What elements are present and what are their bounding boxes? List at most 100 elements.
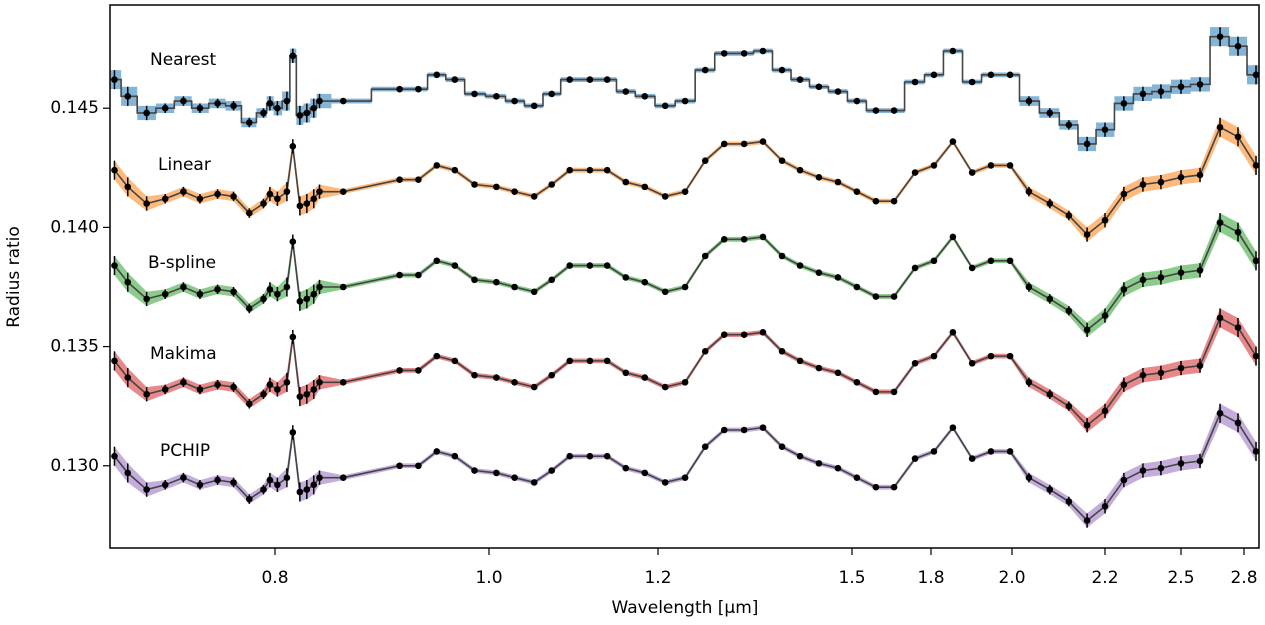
data-point (968, 264, 976, 272)
data-point (641, 278, 649, 286)
x-tick-label: 1.5 (838, 568, 865, 588)
series-label: Linear (158, 155, 211, 175)
data-point (930, 257, 938, 265)
data-point (339, 474, 347, 481)
data-point (289, 238, 297, 245)
data-point (641, 92, 649, 100)
data-point (1252, 257, 1260, 265)
data-point (566, 76, 574, 83)
data-point (230, 288, 237, 296)
data-point (853, 97, 861, 105)
data-point (853, 188, 861, 195)
data-point (968, 455, 976, 462)
data-point (471, 371, 478, 379)
data-point (815, 269, 823, 276)
data-point (968, 169, 976, 176)
series-label: B-spline (148, 253, 216, 273)
data-point (283, 283, 291, 291)
data-point (274, 290, 281, 298)
data-point (260, 390, 267, 398)
data-point (111, 262, 118, 269)
data-point (316, 474, 323, 481)
data-point (661, 102, 669, 110)
data-point (853, 474, 861, 481)
data-point (759, 47, 767, 55)
data-point (1234, 42, 1242, 50)
data-point (274, 481, 281, 489)
data-point (603, 452, 611, 460)
data-point (968, 359, 976, 367)
data-point (872, 293, 880, 300)
x-tick-label: 2.5 (1167, 568, 1194, 588)
data-point (471, 181, 478, 188)
data-point (622, 369, 630, 377)
data-point (661, 288, 669, 296)
data-point (289, 52, 297, 60)
data-point (1252, 448, 1260, 455)
data-point (1046, 390, 1054, 398)
data-point (759, 424, 767, 431)
data-point (815, 460, 823, 467)
data-point (681, 283, 689, 291)
x-tick-label: 2.2 (1091, 568, 1118, 588)
data-point (778, 157, 786, 164)
data-point (433, 448, 441, 455)
data-point (214, 100, 221, 107)
data-point (1065, 498, 1073, 505)
data-point (161, 290, 169, 298)
data-point (796, 166, 804, 174)
data-point (853, 379, 861, 386)
data-point (1196, 171, 1204, 179)
data-point (872, 388, 880, 396)
plot-frame (109, 4, 1260, 549)
data-point (214, 190, 221, 198)
data-point (1216, 219, 1224, 226)
data-point (396, 271, 403, 279)
data-point (511, 188, 518, 195)
data-point (548, 90, 556, 98)
data-point (1006, 448, 1014, 455)
data-point (143, 486, 150, 493)
data-point (1025, 188, 1033, 195)
data-point (511, 474, 518, 481)
data-point (1120, 286, 1128, 293)
data-point (834, 369, 842, 377)
data-point (296, 297, 304, 305)
data-point (740, 426, 748, 434)
data-point (303, 486, 311, 493)
data-point (530, 193, 538, 200)
data-point (586, 262, 594, 269)
data-point (161, 386, 169, 393)
data-point (759, 328, 767, 336)
data-point (493, 469, 500, 477)
data-point (415, 271, 422, 279)
data-point (1083, 517, 1091, 524)
data-point (493, 92, 500, 100)
x-tick-label: 1.2 (644, 568, 671, 588)
data-point (872, 107, 880, 114)
data-point (196, 290, 204, 298)
data-point (930, 71, 938, 79)
data-point (1252, 352, 1260, 360)
data-point (1157, 369, 1165, 377)
data-point (1157, 88, 1165, 95)
data-point (890, 107, 898, 114)
data-point (872, 197, 880, 205)
data-point (1101, 312, 1109, 319)
data-point (1196, 362, 1204, 369)
data-point (433, 257, 441, 265)
data-point (1065, 212, 1073, 219)
data-point (396, 367, 403, 374)
data-point (1046, 109, 1054, 117)
data-point (451, 166, 459, 174)
data-point (949, 138, 957, 145)
data-point (796, 76, 804, 83)
data-point (911, 169, 919, 176)
data-point (111, 76, 118, 83)
data-point (1234, 133, 1242, 141)
data-point (245, 119, 253, 126)
data-point (949, 424, 957, 431)
data-point (661, 383, 669, 391)
data-point (681, 474, 689, 481)
data-point (987, 352, 995, 360)
